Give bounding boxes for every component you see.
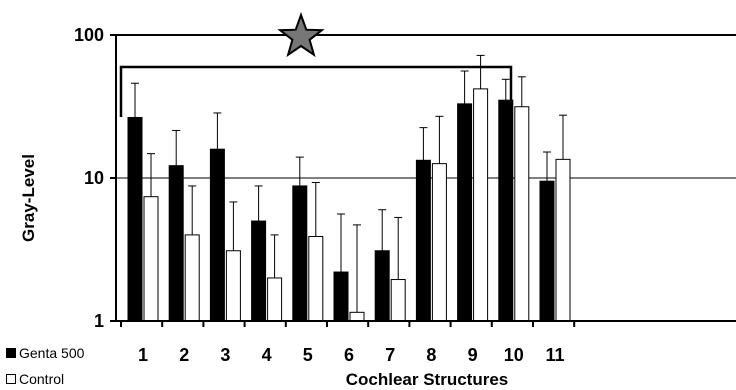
bar-control xyxy=(267,277,283,322)
star-icon xyxy=(277,12,325,58)
legend-swatch-control xyxy=(6,374,16,384)
legend-label-control: Control xyxy=(19,371,65,387)
bar-genta xyxy=(168,165,184,322)
bar-control xyxy=(390,279,406,322)
bar-control xyxy=(349,311,365,322)
x-tick-label: 11 xyxy=(545,345,564,365)
bar-control xyxy=(308,235,324,322)
bar-genta xyxy=(539,180,555,322)
x-tick-label: 5 xyxy=(303,345,313,365)
bar-genta xyxy=(292,185,308,322)
bar-control xyxy=(431,163,447,322)
bar-control xyxy=(473,88,489,322)
bar-genta xyxy=(457,103,473,322)
axes xyxy=(110,34,736,327)
legend-item-genta: Genta 500 xyxy=(6,345,84,361)
y-tick-label: 1 xyxy=(94,311,104,331)
x-tick-label: 1 xyxy=(138,345,148,365)
y-tick-label: 10 xyxy=(84,168,104,188)
legend-label-genta: Genta 500 xyxy=(19,345,85,361)
bars xyxy=(127,88,571,322)
bar-genta xyxy=(374,250,390,322)
bar-genta xyxy=(333,271,349,322)
x-tick-label: 8 xyxy=(426,345,436,365)
bar-genta xyxy=(415,159,431,322)
x-tick-label: 3 xyxy=(220,345,230,365)
bar-control xyxy=(225,250,241,322)
gridlines xyxy=(116,34,736,179)
x-tick-label: 10 xyxy=(504,345,524,365)
bar-genta xyxy=(209,148,225,322)
bar-control xyxy=(184,234,200,322)
y-tick-label: 100 xyxy=(74,25,104,45)
x-tick-label: 4 xyxy=(262,345,272,365)
error-bars xyxy=(131,54,567,313)
legend-swatch-genta xyxy=(6,348,16,358)
x-tick-label: 9 xyxy=(468,345,478,365)
bar-genta xyxy=(251,220,267,322)
x-tick-label: 6 xyxy=(344,345,354,365)
bar-control xyxy=(555,158,571,322)
x-axis-title: Cochlear Structures xyxy=(346,370,509,389)
x-tick-label: 7 xyxy=(385,345,395,365)
significance-bracket xyxy=(119,65,513,219)
bar-control xyxy=(514,106,530,322)
x-tick-label: 2 xyxy=(179,345,189,365)
y-tick-labels: 1 10 100 xyxy=(74,25,104,331)
y-axis-title: Gray-Level xyxy=(19,154,38,242)
bar-genta xyxy=(127,116,143,322)
x-tick-labels: 1 2 3 4 5 6 7 8 9 10 11 xyxy=(138,345,565,365)
legend-item-control: Control xyxy=(6,371,64,387)
bar-control xyxy=(143,196,159,322)
significance-annotation xyxy=(119,12,513,219)
